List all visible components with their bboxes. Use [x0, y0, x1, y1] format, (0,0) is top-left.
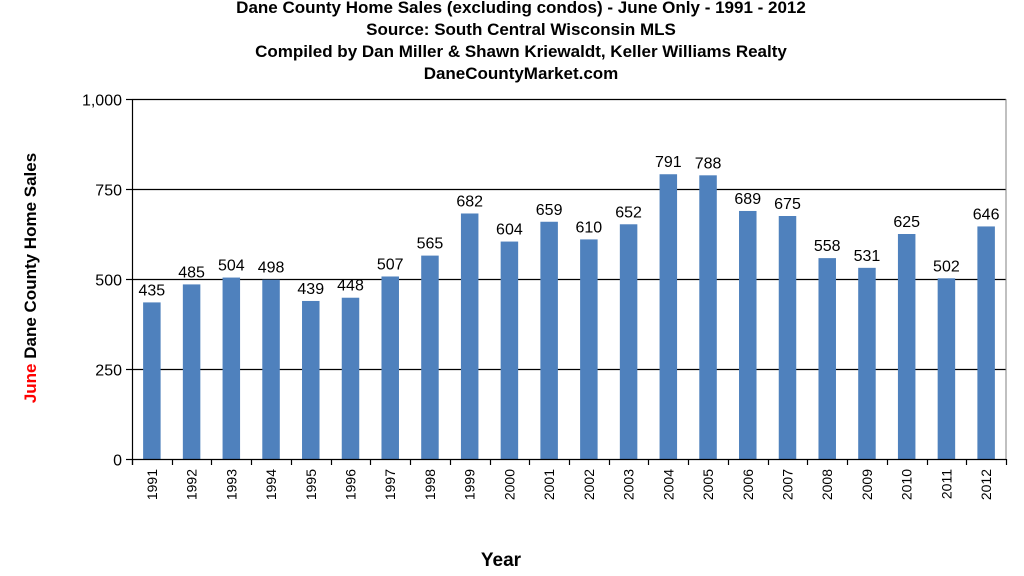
bar-2000 [500, 241, 519, 459]
data-label-2010: 625 [893, 214, 920, 231]
x-tick-label-1996: 1996 [343, 469, 359, 500]
data-label-2000: 604 [496, 222, 523, 239]
y-tick-label: 0 [113, 453, 122, 470]
y-axis-title-rest: Dane County Home Sales [21, 153, 40, 364]
data-label-1992: 485 [178, 264, 205, 281]
y-tick-label: 1,000 [82, 93, 122, 110]
bar-1995 [302, 300, 320, 459]
bar-1992 [182, 284, 201, 459]
x-axis-title: Year [481, 550, 522, 571]
x-tick-label-1991: 1991 [144, 469, 160, 500]
x-tick-label-1998: 1998 [422, 469, 438, 500]
bar-2012 [977, 226, 995, 459]
x-tick-label-2003: 2003 [621, 469, 637, 500]
x-tick-label-1995: 1995 [303, 469, 319, 500]
x-tick-label-2012: 2012 [978, 469, 994, 500]
data-label-2001: 659 [536, 202, 563, 219]
bar-2005 [699, 175, 717, 459]
bars [143, 174, 995, 460]
data-label-1991: 435 [139, 282, 166, 299]
x-tick-labels: 1991 1992 1993 1994 1995 1996 1997 1998 1999 2000… [144, 469, 994, 500]
x-tick-label-2000: 2000 [501, 469, 517, 500]
bar-2006 [739, 210, 757, 459]
chart-subtitle-website: DaneCountyMarket.com [424, 64, 619, 83]
chart-titles: Dane County Home Sales (excluding condos… [236, 0, 806, 83]
data-label-1995: 439 [297, 281, 324, 298]
x-tick-label-2005: 2005 [700, 469, 716, 500]
data-label-2007: 675 [774, 196, 801, 213]
bar-1997 [381, 276, 399, 459]
axes [126, 98, 1008, 465]
x-tick-label-1997: 1997 [382, 469, 398, 500]
x-tick-label-2009: 2009 [859, 469, 875, 500]
bar-2011 [937, 278, 956, 459]
y-axis-title: June Dane County Home Sales [21, 153, 40, 403]
chart-subtitle-compiled: Compiled by Dan Miller & Shawn Kriewaldt… [255, 42, 787, 61]
x-tick-label-2001: 2001 [541, 469, 557, 500]
y-tick-label: 500 [95, 273, 122, 290]
data-label-1993: 504 [218, 258, 245, 275]
x-tick-label-2010: 2010 [899, 469, 915, 500]
x-tick-label-2008: 2008 [819, 469, 835, 500]
y-axis-title-accent: June [21, 363, 40, 403]
y-tick-label: 250 [95, 363, 122, 380]
data-label-2008: 558 [814, 238, 841, 255]
data-label-1996: 448 [337, 278, 364, 295]
bar-2007 [778, 216, 797, 459]
x-tick-label-2006: 2006 [740, 469, 756, 500]
bar-2002 [580, 239, 598, 459]
bar-1998 [421, 255, 439, 459]
data-label-1999: 682 [456, 193, 483, 210]
x-tick-label-2007: 2007 [780, 469, 796, 500]
data-label-2006: 689 [734, 191, 761, 208]
data-label-1997: 507 [377, 256, 404, 273]
bar-1994 [262, 279, 280, 459]
chart-title: Dane County Home Sales (excluding condos… [236, 0, 806, 17]
x-tick-label-2004: 2004 [660, 469, 676, 500]
chart-subtitle-source: Source: South Central Wisconsin MLS [366, 20, 676, 39]
bar-1999 [460, 213, 479, 459]
bar-2010 [897, 234, 916, 459]
bar-2009 [858, 267, 876, 459]
x-tick-label-1999: 1999 [462, 469, 478, 500]
bar-2001 [540, 221, 558, 459]
x-tick-label-2011: 2011 [938, 469, 954, 499]
x-tick-label-2002: 2002 [581, 469, 597, 500]
data-label-1998: 565 [417, 236, 444, 253]
x-tick-label-1993: 1993 [223, 469, 239, 500]
y-tick-label: 750 [95, 183, 122, 200]
data-label-1994: 498 [258, 260, 285, 277]
bar-1993 [222, 277, 241, 459]
data-label-2003: 652 [615, 204, 642, 221]
x-tick-label-1994: 1994 [263, 469, 279, 500]
data-label-2005: 788 [695, 155, 722, 172]
data-label-2002: 610 [576, 219, 603, 236]
data-label-2009: 531 [854, 248, 881, 265]
data-labels: 435 485 504 498 439 448 507 565 682 604 659 610 652 7… [139, 154, 1000, 299]
y-tick-labels: 0 250 500 750 1,000 [82, 93, 122, 470]
data-label-2012: 646 [973, 206, 1000, 223]
bar-2008 [818, 258, 836, 459]
data-label-2004: 791 [655, 154, 682, 171]
bar-1991 [143, 302, 161, 459]
bar-2003 [619, 224, 638, 459]
x-tick-label-1992: 1992 [184, 469, 200, 500]
bar-1996 [341, 297, 360, 459]
data-label-2011: 502 [933, 258, 960, 275]
bar-2004 [659, 174, 678, 460]
